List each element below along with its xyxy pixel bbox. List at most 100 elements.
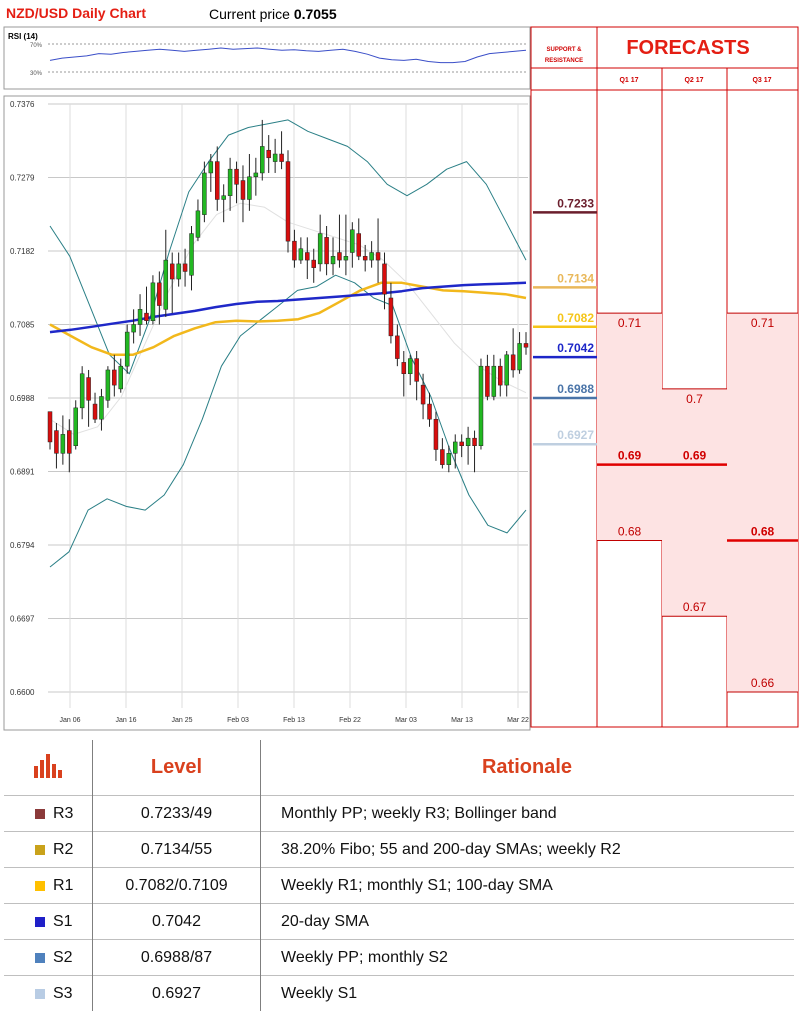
candle-down (357, 234, 361, 257)
level-swatch (35, 881, 45, 891)
candle-down (305, 253, 309, 261)
candle-up (254, 173, 258, 177)
forecast-mid-label: 0.69 (683, 449, 707, 463)
candle-up (466, 438, 470, 446)
level-name-cell: S3 (4, 976, 93, 1011)
x-tick-label: Feb 22 (339, 717, 361, 724)
candle-up (125, 332, 129, 366)
candle-up (299, 249, 303, 260)
level-swatch (35, 953, 45, 963)
y-tick-label: 0.7279 (10, 174, 35, 183)
y-tick-label: 0.7182 (10, 247, 35, 256)
level-swatch (35, 845, 45, 855)
candle-up (505, 355, 509, 385)
level-name-cell: R3 (4, 796, 93, 832)
level-name: R3 (53, 805, 73, 823)
candle-up (177, 264, 181, 279)
candle-down (428, 404, 432, 419)
candle-up (138, 309, 142, 324)
candle-up (518, 343, 522, 370)
rsi-tick-30: 30% (30, 71, 43, 77)
candle-up (80, 374, 84, 408)
forecast-col-q3: Q3 17 (752, 77, 771, 84)
level-name: S3 (53, 985, 73, 1003)
x-tick-label: Jan 25 (171, 717, 192, 724)
candle-up (260, 146, 264, 173)
sr-level-label: 0.7233 (557, 196, 594, 210)
x-tick-label: Jan 06 (59, 717, 80, 724)
rsi-panel (4, 27, 530, 89)
y-tick-label: 0.6988 (10, 394, 35, 403)
candle-up (106, 370, 110, 400)
level-value: 0.7042 (93, 904, 261, 940)
level-name-cell: R1 (4, 868, 93, 904)
forecast-mid-label: 0.68 (751, 524, 775, 538)
levels-header-row: Level Rationale (4, 740, 794, 796)
y-tick-label: 0.6600 (10, 688, 35, 697)
candle-down (325, 237, 329, 264)
level-rationale: Monthly PP; weekly R3; Bollinger band (261, 796, 795, 832)
candle-up (164, 260, 168, 309)
sr-level-label: 0.6927 (557, 428, 594, 442)
x-tick-label: Feb 13 (283, 717, 305, 724)
sr-heading-line2: RESISTANCE (545, 58, 583, 64)
bar-chart-icon (32, 750, 64, 780)
sr-level-label: 0.6988 (557, 382, 594, 396)
candle-down (87, 378, 91, 401)
candle-up (479, 366, 483, 446)
candle-down (382, 264, 386, 294)
level-rationale: Weekly R1; monthly S1; 100-day SMA (261, 868, 795, 904)
x-tick-label: Mar 13 (451, 717, 473, 724)
candle-up (370, 253, 374, 261)
forecast-col-q2: Q2 17 (684, 77, 703, 84)
candle-down (421, 385, 425, 404)
forecast-range (597, 313, 662, 540)
price-chart: RSI (14) 70% 30% 0.73760.72790.71820.708… (0, 0, 800, 735)
candle-down (93, 404, 97, 419)
candle-down (183, 264, 187, 272)
level-name: S1 (53, 913, 73, 931)
forecasts-title: FORECASTS (626, 37, 749, 59)
x-tick-label: Mar 22 (507, 717, 529, 724)
candle-up (453, 442, 457, 453)
level-value: 0.7233/49 (93, 796, 261, 832)
candle-down (112, 370, 116, 385)
candle-down (460, 442, 464, 446)
level-name-cell: S1 (4, 904, 93, 940)
candle-up (222, 196, 226, 200)
level-rationale: Weekly S1 (261, 976, 795, 1011)
candle-up (202, 173, 206, 215)
sr-level-label: 0.7082 (557, 311, 594, 325)
level-swatch (35, 809, 45, 819)
candle-down (402, 362, 406, 373)
candle-down (170, 264, 174, 279)
forecast-low-label: 0.68 (618, 524, 642, 538)
level-swatch (35, 917, 45, 927)
candle-down (312, 260, 316, 268)
y-tick-label: 0.7085 (10, 321, 35, 330)
candle-down (337, 253, 341, 261)
rsi-title: RSI (14) (8, 32, 38, 41)
candle-up (350, 230, 354, 253)
candle-up (492, 366, 496, 396)
sr-level-label: 0.7042 (557, 341, 594, 355)
candle-up (99, 396, 103, 419)
candle-down (292, 241, 296, 260)
sr-level-label: 0.7134 (557, 271, 594, 285)
sr-heading-line1: SUPPORT & (546, 47, 582, 53)
candle-up (273, 154, 277, 162)
candle-down (67, 431, 71, 454)
candle-down (54, 431, 58, 454)
x-tick-label: Feb 03 (227, 717, 249, 724)
levels-icon-cell (4, 740, 93, 796)
candle-up (151, 283, 155, 321)
level-value: 0.7134/55 (93, 832, 261, 868)
candle-down (485, 366, 489, 396)
forecast-col-q1: Q1 17 (619, 77, 638, 84)
candle-up (228, 169, 232, 196)
level-rationale: 20-day SMA (261, 904, 795, 940)
level-name: R1 (53, 877, 73, 895)
level-swatch (35, 989, 45, 999)
y-tick-label: 0.6697 (10, 615, 35, 624)
